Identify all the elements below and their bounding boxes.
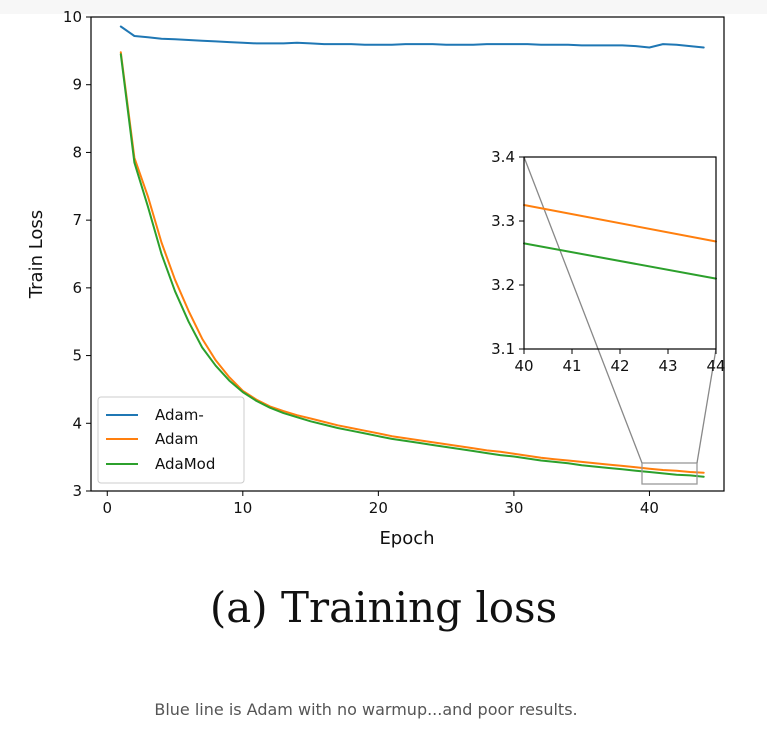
inset-y-tick-label: 3.3 <box>491 212 515 230</box>
inset-x-tick-label: 42 <box>610 357 629 375</box>
main-series-adamod <box>119 53 705 478</box>
main-y-tick-label: 3 <box>72 482 82 500</box>
main-x-tick-label: 10 <box>233 499 252 517</box>
main-y-tick-label: 10 <box>63 8 82 26</box>
inset-series-adamod <box>523 242 717 280</box>
top-bar <box>0 0 767 14</box>
inset-x-tick-label: 40 <box>514 357 533 375</box>
main-x-tick-label: 30 <box>504 499 523 517</box>
inset-y-tick-label: 3.1 <box>491 340 515 358</box>
legend: Adam- Adam AdaMod <box>97 396 245 484</box>
main-x-tick-label: 20 <box>369 499 388 517</box>
x-axis-label: Epoch <box>379 528 434 549</box>
zoom-region-box <box>641 462 698 485</box>
main-y-tick-label: 6 <box>72 279 82 297</box>
image-caption: Blue line is Adam with no warmup...and p… <box>154 700 578 719</box>
inset-series-adam <box>523 204 717 243</box>
inset-x-tick-label: 44 <box>706 357 725 375</box>
main-y-tick-label: 8 <box>72 143 82 161</box>
main-ticks-group: 0 10 20 30 40 3 4 5 6 7 8 9 10 <box>63 8 659 517</box>
training-loss-figure: 0 10 20 30 40 3 4 5 6 7 8 9 10 Epoch Train Loss Adam… <box>26 8 726 549</box>
main-series-adam <box>119 51 705 474</box>
main-y-tick-label: 7 <box>72 211 82 229</box>
main-plot-frame <box>90 16 725 492</box>
figure-subtitle: (a) Training loss <box>209 583 558 632</box>
legend-label-adam-minus: Adam- <box>155 406 204 424</box>
inset-x-tick-label: 41 <box>562 357 581 375</box>
inset-ticks-group: 40 41 42 43 44 3.1 3.2 3.3 3.4 <box>491 148 725 375</box>
legend-label-adam: Adam <box>155 430 198 448</box>
main-y-tick-label: 9 <box>72 76 82 94</box>
inset-y-tick-label: 3.2 <box>491 276 515 294</box>
main-x-tick-label: 40 <box>640 499 659 517</box>
main-series-group <box>119 25 705 478</box>
legend-box <box>97 396 245 484</box>
main-x-tick-label: 0 <box>102 499 112 517</box>
inset-x-tick-label: 43 <box>658 357 677 375</box>
zoom-connector-right <box>696 348 717 464</box>
y-axis-label: Train Loss <box>26 210 47 299</box>
main-series-adam-minus <box>119 25 705 49</box>
inset-series-group <box>523 204 717 280</box>
legend-label-adamod: AdaMod <box>155 455 215 473</box>
inset-plot-area <box>524 157 716 349</box>
main-y-tick-label: 4 <box>72 414 82 432</box>
inset-y-tick-label: 3.4 <box>491 148 515 166</box>
main-y-tick-label: 5 <box>72 347 82 365</box>
